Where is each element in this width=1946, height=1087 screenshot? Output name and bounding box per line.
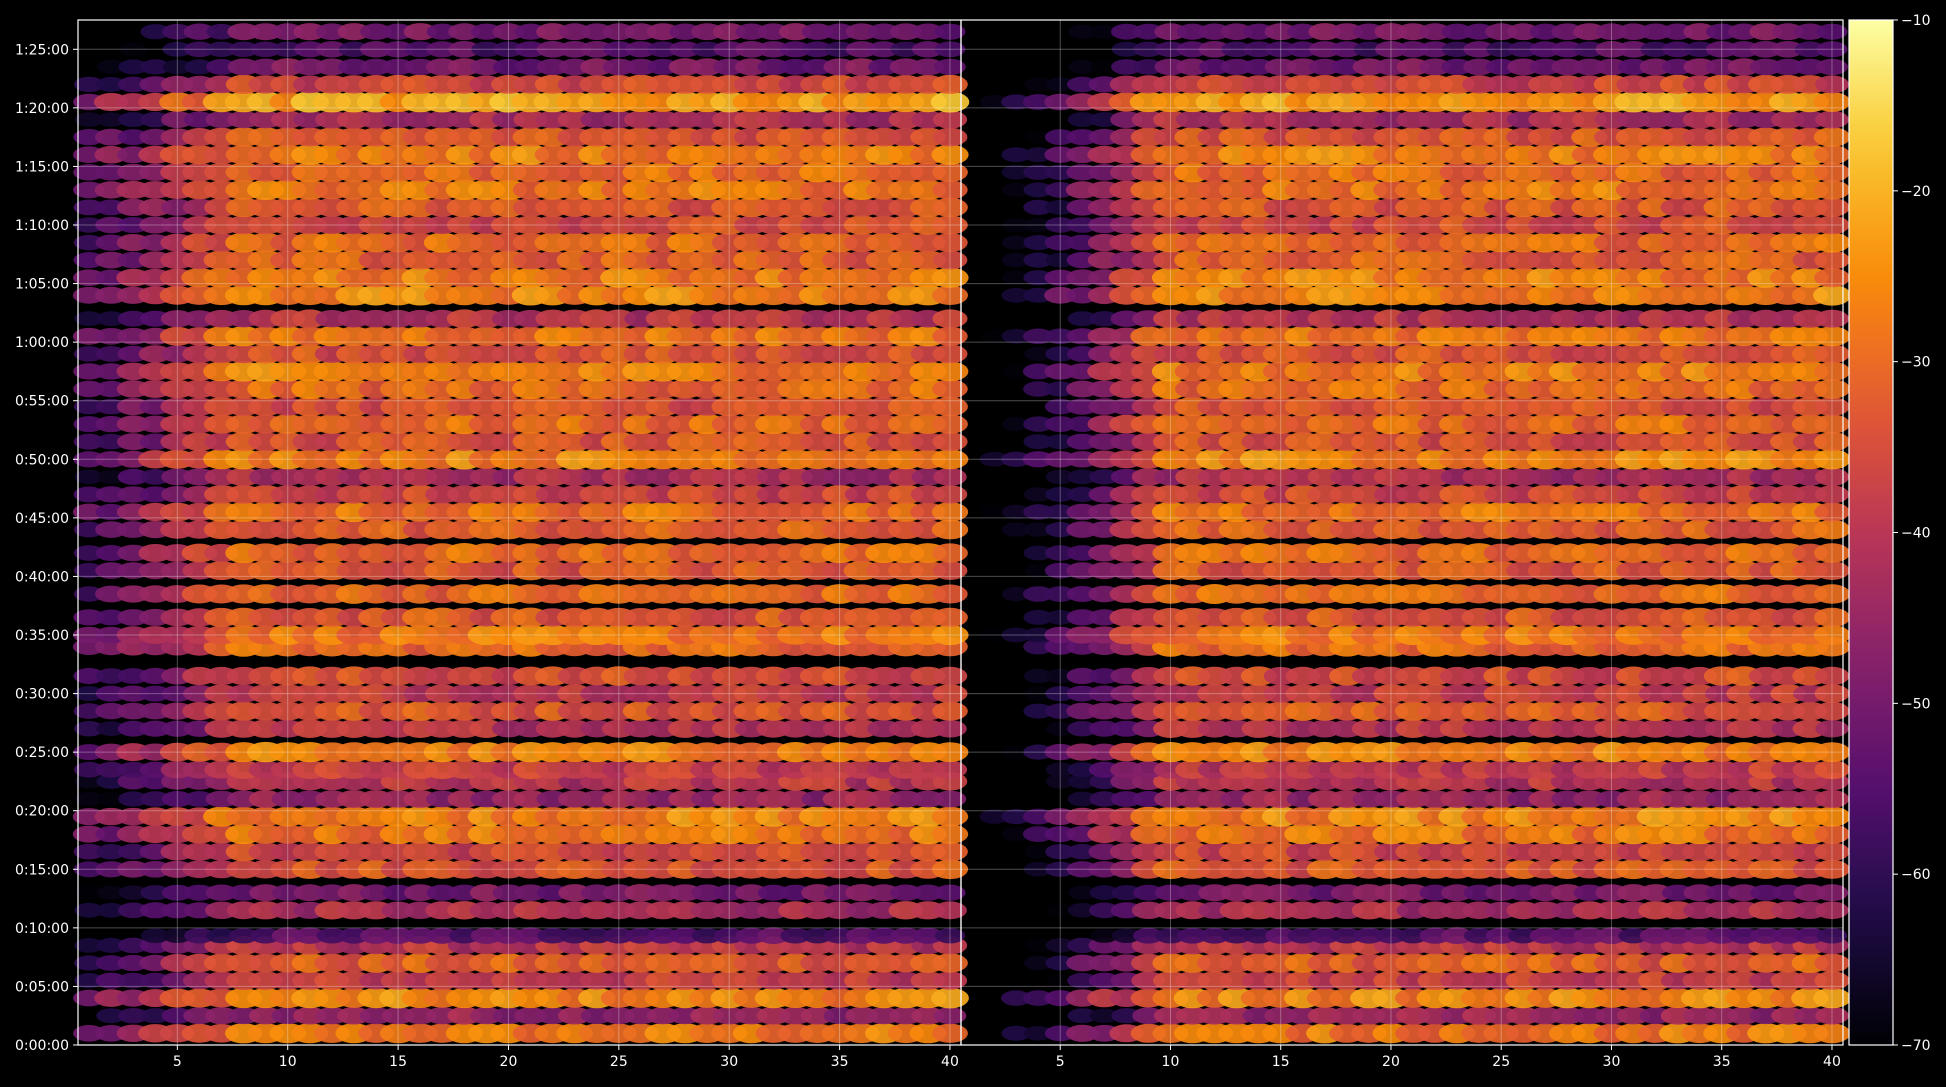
x-tick-label: 5	[173, 1054, 182, 1070]
y-tick-label: 0:25:00	[15, 745, 69, 761]
heatmap-layer	[73, 23, 1851, 1043]
colorbar: −70 −60 −50 −40 −30 −20 −10	[1849, 13, 1931, 1054]
colorbar-tick-label: −50	[1901, 696, 1931, 712]
colorbar-tick-label: −20	[1901, 184, 1931, 200]
y-tick-label: 0:45:00	[15, 511, 69, 527]
colorbar-tick-label: −60	[1901, 867, 1931, 883]
y-tick-label: 0:50:00	[15, 452, 69, 468]
y-tick-label: 0:35:00	[15, 628, 69, 644]
colorbar-tick-label: −30	[1901, 355, 1931, 371]
colorbar-tick-label: −40	[1901, 526, 1931, 542]
x-tick-label: 20	[1382, 1054, 1400, 1070]
y-tick-label: 0:15:00	[15, 862, 69, 878]
colorbar-gradient	[1849, 20, 1893, 1045]
x-tick-label: 35	[1713, 1054, 1731, 1070]
x-tick-label: 25	[1492, 1054, 1510, 1070]
panel-left-cells	[73, 23, 970, 1043]
x-tick-label: 10	[1162, 1054, 1180, 1070]
y-tick-label: 1:25:00	[15, 42, 69, 58]
y-tick-label: 0:05:00	[15, 979, 69, 995]
x-tick-label: 35	[831, 1054, 849, 1070]
y-tick-label: 0:10:00	[15, 921, 69, 937]
y-tick-label: 0:30:00	[15, 687, 69, 703]
x-tick-label: 15	[1272, 1054, 1290, 1070]
x-tick-label: 20	[500, 1054, 518, 1070]
x-tick-label: 25	[610, 1054, 628, 1070]
y-tick-label: 1:15:00	[15, 159, 69, 175]
y-tick-label: 1:00:00	[15, 335, 69, 351]
panel-right-cells	[980, 23, 1851, 1043]
colorbar-tick-label: −70	[1901, 1038, 1931, 1054]
x-tick-label: 40	[1823, 1054, 1841, 1070]
x-tick-label: 40	[941, 1054, 959, 1070]
y-tick-label: 1:10:00	[15, 218, 69, 234]
colorbar-tick-label: −10	[1901, 13, 1931, 29]
x-tick-label: 10	[279, 1054, 297, 1070]
x-tick-label: 15	[389, 1054, 407, 1070]
y-tick-label: 0:20:00	[15, 804, 69, 820]
y-tick-label: 0:00:00	[15, 1038, 69, 1054]
y-tick-label: 1:20:00	[15, 101, 69, 117]
y-tick-label: 1:05:00	[15, 277, 69, 293]
y-tick-label: 0:55:00	[15, 394, 69, 410]
x-tick-label: 30	[1603, 1054, 1621, 1070]
x-tick-label: 30	[720, 1054, 738, 1070]
y-tick-label: 0:40:00	[15, 569, 69, 585]
x-tick-label: 5	[1056, 1054, 1065, 1070]
